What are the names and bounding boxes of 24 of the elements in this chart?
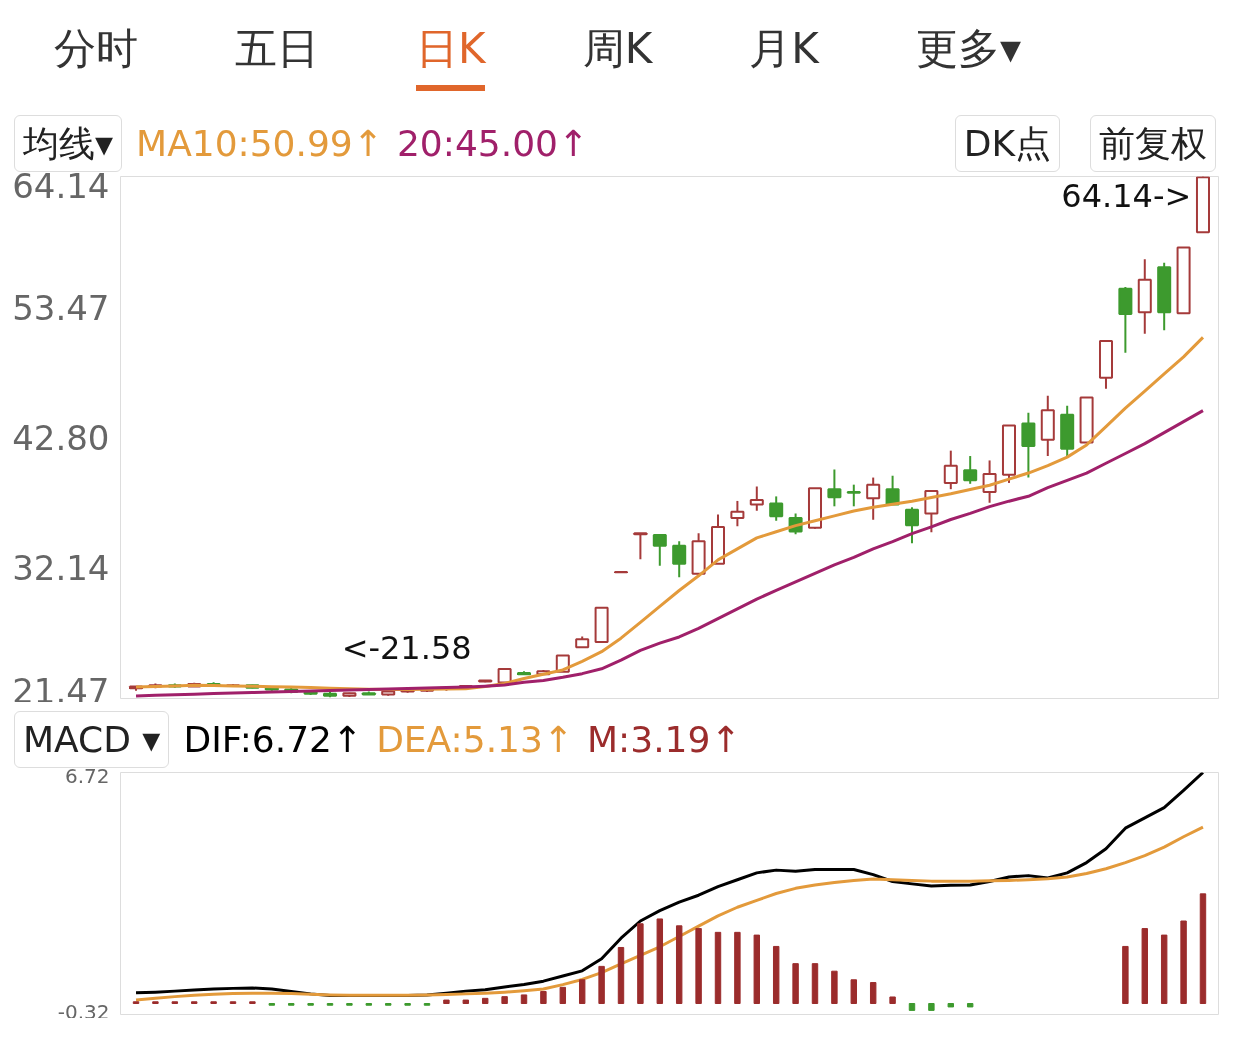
y-tick-label: 6.72 — [64, 763, 110, 788]
text: 前复权 — [1090, 115, 1216, 173]
text: 20:45.00↑ — [396, 122, 589, 166]
y-tick-label: 53.47 — [12, 287, 110, 328]
text: DEA:5.13↑ — [376, 718, 574, 762]
y-tick-label: 42.80 — [12, 418, 110, 459]
annotation: <-21.58 — [341, 629, 472, 668]
y-tick-label: 32.14 — [12, 548, 110, 589]
y-tick-label: -0.32 — [57, 999, 110, 1024]
y-tick-label: 64.14 — [12, 165, 110, 206]
text: 均线▾ — [23, 123, 114, 164]
annotation: 64.14-> — [1061, 176, 1192, 215]
text: 分时 — [53, 23, 138, 75]
text: 五日 — [234, 23, 319, 75]
text: 月K — [749, 23, 819, 75]
y-tick-label: 21.47 — [12, 670, 110, 711]
text: 周K — [582, 23, 653, 75]
text: 更多▾ — [916, 23, 1022, 75]
text: MA10:50.99↑ — [136, 122, 383, 166]
text: MACD ▾ — [23, 719, 161, 760]
text: 日K — [415, 19, 486, 91]
text: DK点 — [954, 115, 1060, 173]
text: DIF:6.72↑ — [183, 718, 363, 762]
text: M:3.19↑ — [587, 718, 741, 762]
